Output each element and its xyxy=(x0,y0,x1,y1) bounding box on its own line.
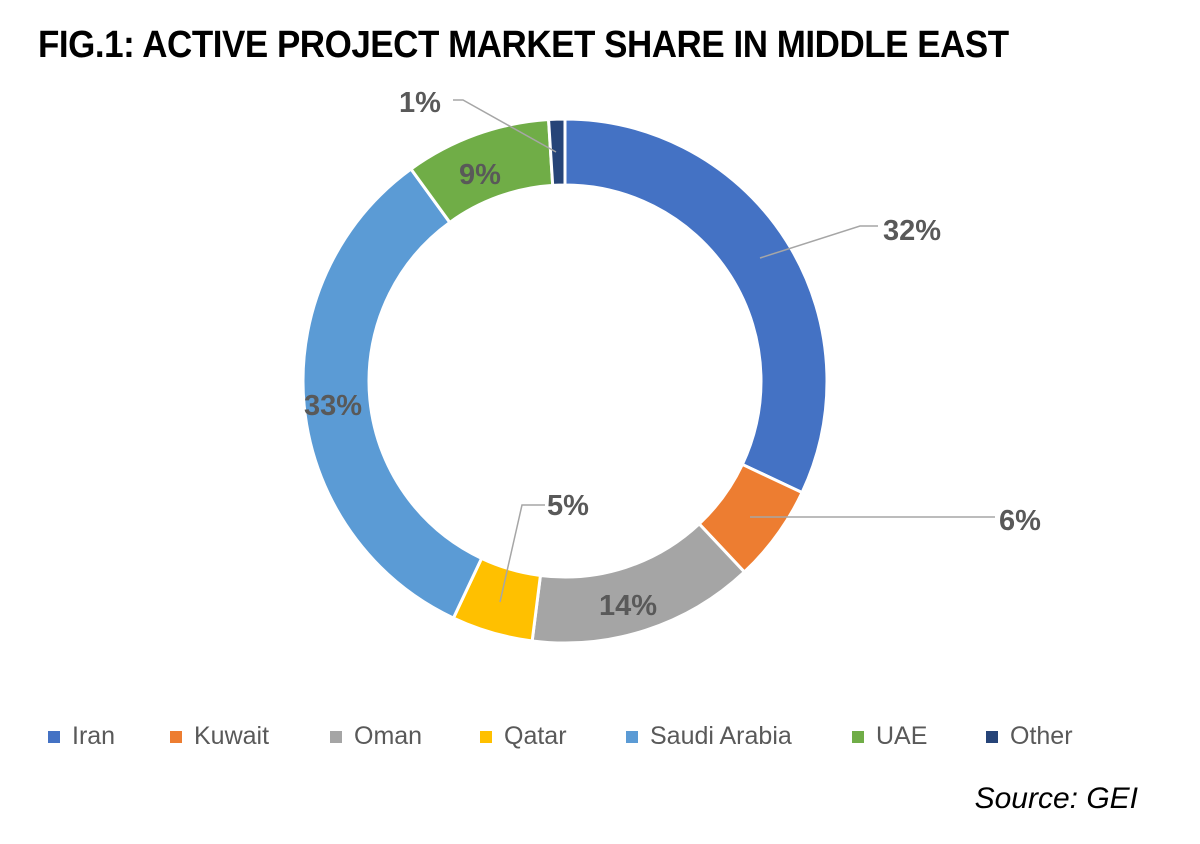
legend-swatch xyxy=(986,730,998,743)
legend-label: Oman xyxy=(354,722,423,750)
slice-iran xyxy=(563,117,829,495)
legend-item: Other xyxy=(986,722,1073,751)
data-label: 5% xyxy=(547,490,589,522)
data-label: 32% xyxy=(883,215,941,247)
legend-swatch xyxy=(480,730,492,743)
leader-line xyxy=(453,99,557,153)
slice-saudi-arabia xyxy=(301,166,484,621)
legend-swatch xyxy=(626,730,638,743)
legend-label: Qatar xyxy=(504,722,567,750)
legend-swatch xyxy=(48,730,60,743)
legend-label: Saudi Arabia xyxy=(650,722,792,750)
legend-label: Kuwait xyxy=(194,722,270,750)
legend-item: Iran xyxy=(48,722,115,751)
legend-swatch xyxy=(170,730,182,743)
data-label: 14% xyxy=(599,590,657,622)
legend-item: UAE xyxy=(852,722,927,751)
legend-item: Oman xyxy=(330,722,422,751)
slice-other xyxy=(546,117,567,187)
legend-swatch xyxy=(852,730,864,743)
legend-label: UAE xyxy=(876,722,928,750)
legend-label: Iran xyxy=(72,722,116,750)
leader-line xyxy=(759,225,878,259)
data-label: 6% xyxy=(999,505,1041,537)
legend-item: Qatar xyxy=(480,722,567,751)
legend-item: Kuwait xyxy=(170,722,269,751)
chart-title: FIG.1: ACTIVE PROJECT MARKET SHARE IN MI… xyxy=(38,24,1009,66)
leader-line xyxy=(499,504,545,603)
data-label: 1% xyxy=(399,87,441,119)
legend-swatch xyxy=(330,730,342,743)
legend: Iran Kuwait Oman Qatar Saudi Arabia UAE Other xyxy=(0,722,1200,754)
slice-oman xyxy=(530,521,747,645)
source-note: Source: GEI xyxy=(974,782,1138,815)
legend-label: Other xyxy=(1010,722,1073,750)
data-label: 9% xyxy=(459,159,501,191)
legend-item: Saudi Arabia xyxy=(626,722,792,751)
data-label: 33% xyxy=(304,390,362,422)
